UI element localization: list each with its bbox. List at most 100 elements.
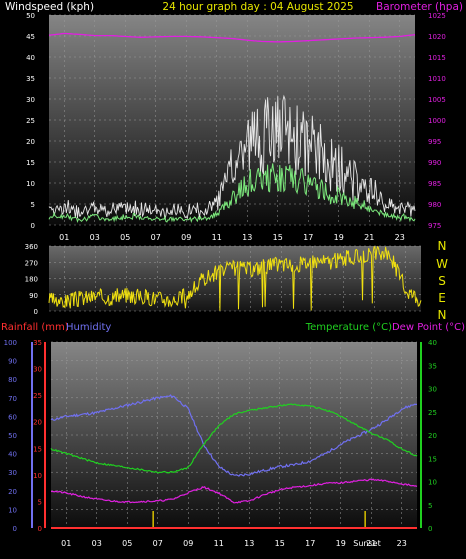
temperature-hour-tick-label: 13 [244, 539, 254, 548]
temperature-hour-tick-label: 05 [122, 539, 132, 548]
barometer-tick-label: 985 [428, 180, 441, 188]
wind-direction-line [48, 245, 422, 311]
direction-label-n-bottom: N [438, 308, 447, 322]
wind-hour-tick-label: 21 [364, 233, 374, 242]
direction-tick-label: 360 [25, 243, 38, 251]
humidity-line [50, 394, 417, 477]
windspeed-tick-label: 45 [26, 33, 35, 41]
temperature-line [50, 403, 418, 474]
rainfall-tick-label: 5 [38, 498, 42, 506]
windspeed-tick-label: 15 [26, 159, 35, 167]
dewpoint-line [50, 478, 418, 504]
humidity-tick-label: 60 [8, 413, 17, 421]
barometer-axis-title: Barometer (hpa) [376, 1, 463, 13]
temperature-hour-tick-label: 11 [214, 539, 224, 548]
humidity-tick-label: 90 [8, 358, 17, 366]
barometer-tick-label: 1010 [428, 75, 446, 83]
wind-hour-tick-label: 07 [151, 233, 161, 242]
windspeed-tick-label: 25 [26, 117, 35, 125]
direction-label-w: W [436, 257, 448, 271]
wind-hour-tick-label: 09 [181, 233, 191, 242]
wind-gust-line [48, 94, 416, 220]
rainfall-tick-label: 0 [38, 525, 42, 533]
windspeed-tick-label: 50 [26, 12, 35, 20]
wind-hour-tick-label: 11 [212, 233, 222, 242]
sunset-label: Sunset [353, 539, 380, 548]
barometer-tick-label: 995 [428, 138, 441, 146]
dewpoint-axis-title: Dew Point (°C) [392, 322, 465, 333]
wind-average-line [48, 163, 416, 224]
temperature-tick-label: 25 [428, 409, 437, 417]
barometer-tick-label: 980 [428, 201, 441, 209]
windspeed-tick-label: 20 [26, 138, 35, 146]
direction-tick-label: 270 [25, 259, 38, 267]
direction-label-s: S [438, 274, 446, 288]
direction-plot [48, 245, 422, 311]
humidity-tick-label: 70 [8, 395, 17, 403]
rainfall-tick-label: 20 [33, 419, 42, 427]
temperature-hour-tick-label: 07 [153, 539, 163, 548]
direction-label-e: E [438, 291, 446, 305]
temperature-hour-tick-label: 15 [275, 539, 285, 548]
wind-plot [48, 32, 416, 224]
rainfall-tick-label: 35 [33, 339, 42, 347]
rainfall-tick-label: 10 [33, 472, 42, 480]
temperature-hour-tick-label: 09 [183, 539, 193, 548]
axis-labels: 0510152025303540455097598098599099510001… [4, 12, 446, 548]
temperature-tick-label: 15 [428, 455, 437, 463]
barometer-tick-label: 1005 [428, 96, 446, 104]
windspeed-tick-label: 35 [26, 75, 35, 83]
windspeed-tick-label: 30 [26, 96, 35, 104]
barometer-tick-label: 1000 [428, 117, 446, 125]
rainfall-tick-label: 15 [33, 445, 42, 453]
barometer-tick-label: 990 [428, 159, 441, 167]
direction-tick-label: 0 [34, 308, 38, 316]
temperature-tick-label: 35 [428, 362, 437, 370]
wind-hour-tick-label: 13 [242, 233, 252, 242]
temperature-tick-label: 0 [428, 525, 432, 533]
wind-hour-tick-label: 05 [120, 233, 130, 242]
rainfall-tick-label: 25 [33, 392, 42, 400]
humidity-tick-label: 80 [8, 376, 17, 384]
humidity-tick-label: 30 [8, 469, 17, 477]
windspeed-tick-label: 0 [31, 222, 35, 230]
temperature-tick-label: 30 [428, 386, 437, 394]
humidity-tick-label: 100 [4, 339, 17, 347]
temperature-plot [50, 394, 418, 529]
humidity-tick-label: 20 [8, 488, 17, 496]
barometer-tick-label: 975 [428, 222, 441, 230]
direction-label-n-top: N [438, 239, 447, 253]
wind-hour-tick-label: 15 [273, 233, 283, 242]
humidity-tick-label: 40 [8, 451, 17, 459]
wind-hour-tick-label: 01 [59, 233, 69, 242]
humidity-axis-title: Humidity [66, 322, 111, 333]
windspeed-tick-label: 40 [26, 54, 35, 62]
temperature-tick-label: 20 [428, 432, 437, 440]
direction-tick-label: 90 [29, 292, 38, 300]
temperature-hour-tick-label: 21 [366, 539, 376, 548]
temperature-hour-tick-label: 17 [305, 539, 315, 548]
temperature-hour-tick-label: 23 [397, 539, 407, 548]
direction-tick-label: 180 [25, 276, 38, 284]
temperature-hour-tick-label: 19 [336, 539, 346, 548]
barometer-tick-label: 1015 [428, 54, 446, 62]
temperature-tick-label: 5 [428, 502, 432, 510]
windspeed-axis-title: Windspeed (kph) [5, 1, 94, 13]
barometer-tick-label: 1025 [428, 12, 446, 20]
rainfall-axis-title: Rainfall (mm) [1, 322, 69, 333]
windspeed-tick-label: 5 [31, 201, 35, 209]
wind-hour-tick-label: 19 [334, 233, 344, 242]
chart-title: 24 hour graph day : 04 August 2025 [162, 1, 353, 13]
temperature-tick-label: 40 [428, 339, 437, 347]
temperature-hour-tick-label: 01 [61, 539, 71, 548]
rainfall-tick-label: 30 [33, 366, 42, 374]
humidity-tick-label: 10 [8, 506, 17, 514]
temperature-tick-label: 10 [428, 479, 437, 487]
barometer-line [48, 32, 416, 43]
wind-hour-tick-label: 23 [395, 233, 405, 242]
humidity-tick-label: 50 [8, 432, 17, 440]
wind-hour-tick-label: 03 [90, 233, 100, 242]
barometer-tick-label: 1020 [428, 33, 446, 41]
